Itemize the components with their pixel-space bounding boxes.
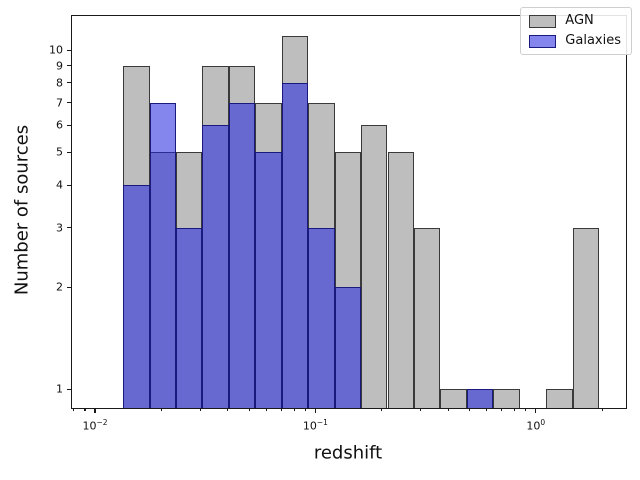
x-minor-tick xyxy=(293,408,295,411)
agn-bar xyxy=(361,125,388,408)
y-tick xyxy=(66,388,71,390)
y-tick xyxy=(66,286,71,288)
legend-entry-agn: AGN xyxy=(529,14,621,28)
y-tick-label: 3 xyxy=(56,221,63,234)
legend-label-galaxies: Galaxies xyxy=(565,33,621,48)
galaxies-bar xyxy=(123,185,150,408)
x-minor-tick xyxy=(199,408,201,411)
galaxies-bar xyxy=(334,287,362,408)
legend-swatch-agn xyxy=(529,14,557,28)
agn-bar xyxy=(493,389,520,408)
x-minor-tick xyxy=(501,408,503,411)
galaxies-bar xyxy=(466,389,494,408)
y-tick-label: 7 xyxy=(56,96,63,110)
y-tick-label: 8 xyxy=(56,76,63,90)
x-minor-tick xyxy=(265,408,268,411)
x-minor-tick xyxy=(84,408,86,411)
x-minor-tick xyxy=(420,408,422,411)
agn-bar xyxy=(414,227,441,408)
galaxies-bar xyxy=(176,227,203,408)
y-tick-label: 9 xyxy=(56,59,63,73)
y-tick-label: 2 xyxy=(56,280,63,294)
legend-label-agn: AGN xyxy=(565,13,594,28)
agn-bar xyxy=(546,389,573,408)
x-minor-tick xyxy=(486,408,488,411)
agn-bar xyxy=(387,152,414,408)
x-tick xyxy=(535,408,537,413)
y-tick-label: 1 xyxy=(56,382,63,396)
x-minor-tick xyxy=(160,408,162,411)
x-minor-tick xyxy=(601,408,603,411)
y-axis-label: Number of sources xyxy=(11,124,33,296)
y-tick xyxy=(66,82,71,84)
x-minor-tick xyxy=(513,408,516,411)
x-tick-label: 10−2 xyxy=(82,418,108,433)
y-tick xyxy=(66,102,71,104)
x-minor-tick xyxy=(447,408,449,411)
galaxies-bar xyxy=(255,152,282,408)
x-minor-tick xyxy=(280,408,282,411)
galaxies-bar xyxy=(228,102,256,408)
x-minor-tick xyxy=(73,408,75,411)
y-tick-label: 4 xyxy=(56,178,63,192)
y-tick xyxy=(66,49,71,51)
x-tick-label: 10−1 xyxy=(302,418,328,433)
legend-swatch-galaxies xyxy=(529,34,557,48)
x-minor-tick xyxy=(525,408,527,411)
y-tick-label: 5 xyxy=(56,145,63,159)
galaxies-bar xyxy=(308,227,335,408)
y-tick-label: 6 xyxy=(56,118,63,132)
agn-bar xyxy=(440,389,467,408)
legend: AGN Galaxies xyxy=(520,7,632,55)
x-axis-label: redshift xyxy=(313,442,383,464)
x-tick-label: 100 xyxy=(526,418,546,433)
y-tick xyxy=(66,184,71,186)
legend-entry-galaxies: Galaxies xyxy=(529,34,621,48)
x-tick xyxy=(94,408,96,413)
x-minor-tick xyxy=(248,408,250,411)
plot-area: 1 2 3 4 5 6 7 8 9 10 10−2 10−1 100 xyxy=(49,15,627,432)
y-tick xyxy=(66,151,71,153)
y-tick xyxy=(66,65,71,67)
y-tick xyxy=(66,124,71,126)
x-minor-tick xyxy=(381,408,383,411)
x-minor-tick xyxy=(227,408,229,411)
x-minor-tick xyxy=(468,408,471,411)
galaxies-bar xyxy=(281,82,309,408)
x-minor-tick xyxy=(304,408,306,411)
galaxies-bar xyxy=(149,102,176,408)
agn-bar xyxy=(572,227,600,408)
y-tick xyxy=(66,226,71,229)
y-tick-label: 10 xyxy=(49,43,63,57)
galaxies-bar xyxy=(202,125,229,408)
x-tick xyxy=(314,408,316,413)
